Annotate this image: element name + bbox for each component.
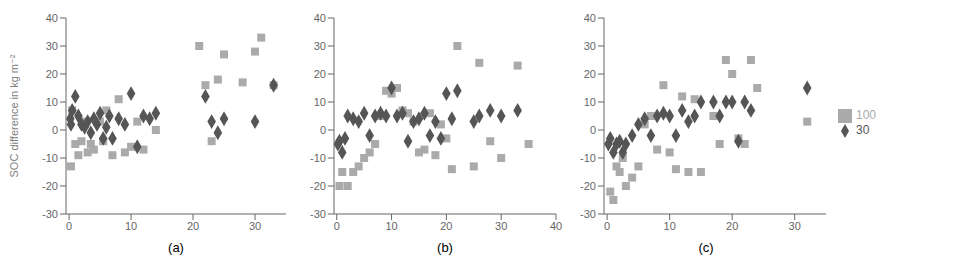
svg-text:20: 20 — [440, 220, 452, 232]
svg-text:0: 0 — [66, 220, 72, 232]
svg-text:30: 30 — [249, 220, 261, 232]
svg-text:0: 0 — [334, 220, 340, 232]
svg-text:20: 20 — [726, 220, 738, 232]
svg-text:40: 40 — [584, 12, 596, 24]
html-text:(c): (c) — [698, 240, 714, 255]
svg-text:40: 40 — [314, 12, 326, 24]
svg-text:-20: -20 — [310, 180, 326, 192]
svg-text:-10: -10 — [580, 152, 596, 164]
svg-text:-20: -20 — [580, 180, 596, 192]
svg-text:0: 0 — [320, 124, 326, 136]
svg-text:0: 0 — [52, 124, 58, 136]
svg-text:-30: -30 — [42, 208, 58, 220]
svg-text:10: 10 — [46, 96, 58, 108]
svg-text:SOC difference in kg m⁻²: SOC difference in kg m⁻² — [8, 54, 20, 177]
svg-text:-30: -30 — [310, 208, 326, 220]
svg-text:20: 20 — [46, 68, 58, 80]
svg-text:0: 0 — [604, 220, 610, 232]
svg-text:-10: -10 — [310, 152, 326, 164]
svg-text:30: 30 — [46, 40, 58, 52]
svg-text:20: 20 — [584, 68, 596, 80]
svg-text:30: 30 — [584, 40, 596, 52]
svg-text:30: 30 — [314, 40, 326, 52]
svg-text:10: 10 — [125, 220, 137, 232]
svg-text:-30: -30 — [580, 208, 596, 220]
svg-text:-20: -20 — [42, 180, 58, 192]
svg-text:30: 30 — [495, 220, 507, 232]
svg-text:10: 10 — [314, 96, 326, 108]
svg-text:20: 20 — [187, 220, 199, 232]
svg-text:-10: -10 — [42, 152, 58, 164]
html-text:100: 100 — [856, 108, 876, 123]
svg-text:10: 10 — [385, 220, 397, 232]
svg-text:40: 40 — [46, 12, 58, 24]
html-text:(b): (b) — [437, 240, 453, 255]
svg-text:10: 10 — [664, 220, 676, 232]
html-text:(a): (a) — [168, 240, 184, 255]
svg-text:40: 40 — [550, 220, 562, 232]
svg-text:20: 20 — [314, 68, 326, 80]
svg-text:10: 10 — [584, 96, 596, 108]
svg-text:0: 0 — [590, 124, 596, 136]
svg-text:30: 30 — [789, 220, 801, 232]
html-text:30: 30 — [856, 123, 870, 137]
